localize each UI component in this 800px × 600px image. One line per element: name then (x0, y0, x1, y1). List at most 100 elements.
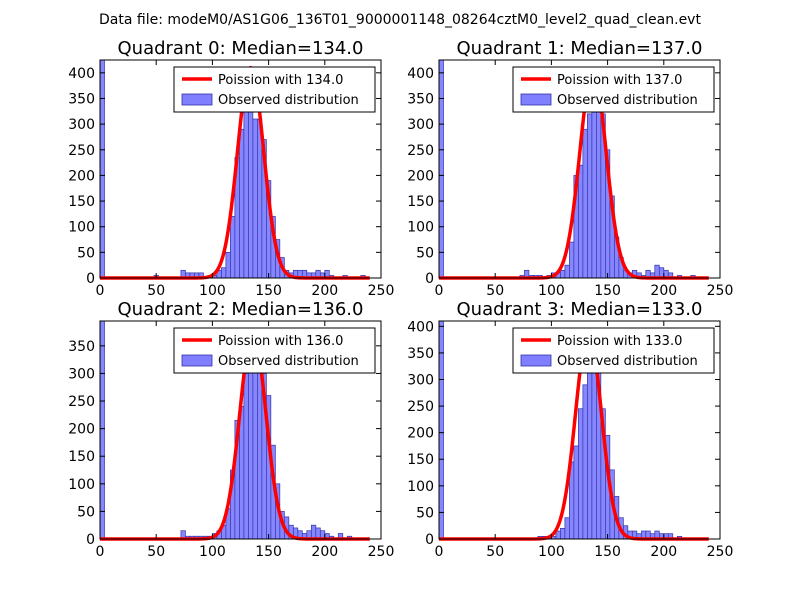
histogram-bar (225, 252, 231, 279)
histogram-bar (569, 241, 575, 279)
legend-label-poisson: Poission with 134.0 (218, 73, 343, 88)
legend-label-observed: Observed distribution (557, 354, 698, 369)
y-tick-label: 50 (77, 504, 95, 520)
y-tick-label: 300 (68, 366, 95, 382)
histogram-bar (578, 408, 584, 540)
quadrant-title: Quadrant 2: Median=136.0 (118, 299, 364, 320)
x-tick-label: 250 (707, 544, 734, 560)
axes-frame (99, 59, 382, 279)
histogram-bar (573, 445, 579, 540)
legend: Poission with 136.0 Observed distribution (173, 327, 376, 374)
y-tick-label: 200 (407, 168, 434, 184)
figure-title: Data file: modeM0/AS1G06_136T01_90000011… (99, 12, 701, 28)
y-tick-label: 250 (407, 143, 434, 159)
histogram-bar (99, 59, 105, 279)
histogram-bar (560, 528, 566, 540)
y-tick-label: 300 (68, 117, 95, 133)
axes-frame (438, 320, 721, 540)
quadrant-1-panel: 0 50 100 150 200 250 0 50 100 150 200 250 300 350 400 Q… (407, 38, 733, 299)
y-tick-label: 350 (68, 91, 95, 107)
quadrant-0-panel: 0 50 100 150 200 250 0 50 100 150 200 250 300 350 400 Q… (68, 38, 394, 299)
y-tick-label: 200 (68, 168, 95, 184)
histogram-bar (99, 320, 105, 540)
y-tick-label: 0 (425, 532, 434, 548)
histogram-bar (587, 355, 593, 540)
legend-label-poisson: Poission with 137.0 (557, 73, 682, 88)
x-tick-label: 50 (486, 283, 504, 299)
x-tick-label: 150 (255, 544, 282, 560)
x-tick-label: 150 (594, 544, 621, 560)
x-tick-label: 100 (538, 283, 565, 299)
y-tick-label: 350 (407, 91, 434, 107)
y-tick-label: 0 (86, 532, 95, 548)
histogram-bar (582, 128, 588, 279)
histogram-bar (578, 164, 584, 279)
x-tick-label: 0 (96, 283, 105, 299)
histogram-bar (582, 384, 588, 540)
histogram-bar (564, 517, 570, 540)
histogram-bar (654, 264, 660, 279)
y-tick-label: 300 (407, 117, 434, 133)
y-tick-label: 200 (68, 422, 95, 438)
y-tick-label: 250 (407, 399, 434, 415)
x-tick-label: 50 (147, 544, 165, 560)
y-tick-label: 350 (68, 339, 95, 355)
quadrant-panels: 0 50 100 150 200 250 0 50 100 150 200 250 300 350 400 Q… (68, 38, 733, 560)
y-tick-label: 300 (407, 372, 434, 388)
y-tick-label: 100 (407, 220, 434, 236)
y-tick-label: 100 (407, 479, 434, 495)
y-tick-label: 350 (407, 346, 434, 362)
x-tick-label: 250 (707, 283, 734, 299)
x-tick-label: 0 (96, 544, 105, 560)
histogram-bar (252, 348, 258, 540)
x-tick-label: 150 (594, 283, 621, 299)
y-tick-label: 250 (68, 394, 95, 410)
histogram-bar (243, 103, 249, 279)
y-tick-label: 100 (68, 220, 95, 236)
y-tick-label: 150 (68, 194, 95, 210)
legend-label-observed: Observed distribution (557, 93, 698, 108)
histogram-bar (239, 128, 245, 279)
quadrant-2-panel: 0 50 100 150 200 250 0 50 100 150 200 250 300 350 Quad… (68, 299, 394, 560)
legend: Poission with 134.0 Observed distribution (173, 66, 376, 113)
x-tick-label: 50 (486, 544, 504, 560)
histogram-bar (310, 524, 317, 540)
legend-bar-swatch (520, 93, 552, 106)
y-tick-label: 400 (407, 66, 434, 82)
histogram-bar (438, 59, 444, 279)
histogram-bar (587, 113, 593, 279)
axes-frame (99, 320, 382, 540)
legend-label-poisson: Poission with 136.0 (218, 334, 343, 349)
y-tick-label: 400 (68, 66, 95, 82)
y-tick-label: 150 (407, 452, 434, 468)
y-tick-label: 0 (425, 271, 434, 287)
legend-label-poisson: Poission with 133.0 (557, 334, 682, 349)
histogram-bar (560, 269, 566, 279)
histogram-bar (564, 264, 570, 279)
histogram-bar (248, 105, 254, 279)
x-tick-label: 50 (147, 283, 165, 299)
histogram-bars (99, 320, 353, 540)
x-tick-label: 0 (435, 544, 444, 560)
x-tick-label: 150 (255, 283, 282, 299)
histogram-bar (438, 320, 444, 540)
x-tick-label: 100 (538, 544, 565, 560)
y-tick-label: 200 (407, 426, 434, 442)
quadrant-title: Quadrant 0: Median=134.0 (118, 38, 364, 59)
histogram-bar (230, 216, 236, 279)
histogram-bar (243, 373, 249, 540)
x-tick-label: 250 (368, 283, 395, 299)
legend: Poission with 137.0 Observed distribution (512, 66, 715, 113)
histogram-bar (221, 267, 227, 279)
quadrant-3-panel: 0 50 100 150 200 250 0 50 100 150 200 250 300 350 400 Q… (407, 299, 733, 560)
x-tick-label: 200 (311, 544, 338, 560)
y-tick-label: 250 (68, 143, 95, 159)
legend-bar-swatch (181, 354, 213, 367)
legend: Poission with 133.0 Observed distribution (512, 327, 715, 374)
y-tick-label: 50 (77, 245, 95, 261)
x-tick-label: 200 (311, 283, 338, 299)
legend-label-observed: Observed distribution (218, 93, 359, 108)
y-tick-label: 50 (416, 505, 434, 521)
quadrant-title: Quadrant 1: Median=137.0 (457, 38, 703, 59)
